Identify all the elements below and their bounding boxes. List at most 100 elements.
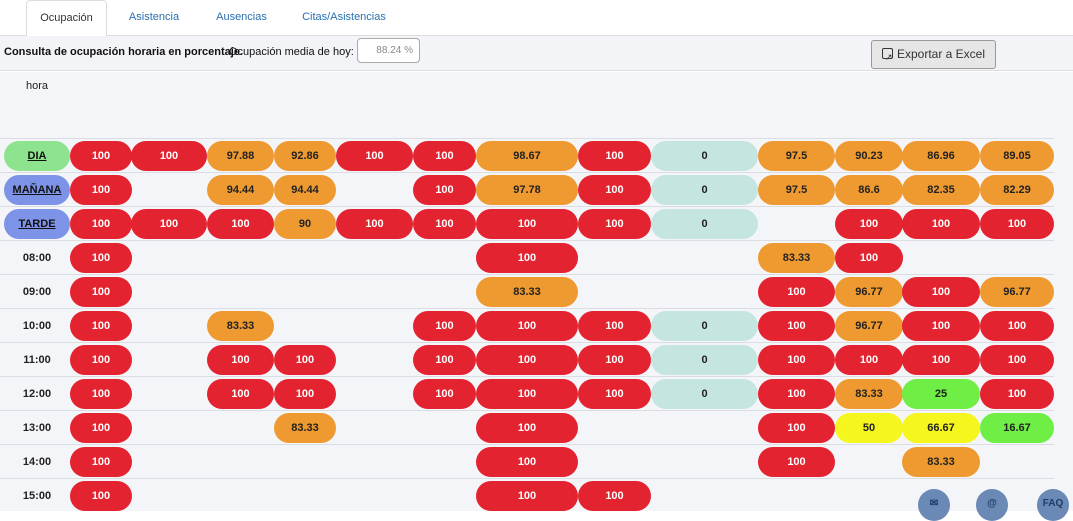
- occupancy-cell[interactable]: 100: [70, 311, 132, 341]
- occupancy-cell[interactable]: 90.23: [835, 141, 903, 171]
- occupancy-cell[interactable]: 100: [336, 141, 413, 171]
- occupancy-cell[interactable]: 94.44: [274, 175, 336, 205]
- occupancy-cell[interactable]: 100: [70, 481, 132, 511]
- occupancy-cell[interactable]: 66.67: [902, 413, 980, 443]
- occupancy-cell[interactable]: 97.78: [476, 175, 578, 205]
- occupancy-cell[interactable]: 86.6: [835, 175, 903, 205]
- occupancy-cell[interactable]: 100: [70, 243, 132, 273]
- occupancy-cell[interactable]: 100: [578, 209, 651, 239]
- tab-ausencias[interactable]: Ausencias: [216, 11, 267, 23]
- occupancy-cell[interactable]: 100: [578, 141, 651, 171]
- avg-occupancy-field[interactable]: 88.24 %: [357, 38, 420, 63]
- occupancy-cell[interactable]: 100: [207, 209, 274, 239]
- occupancy-cell[interactable]: 82.29: [980, 175, 1054, 205]
- occupancy-cell[interactable]: 16.67: [980, 413, 1054, 443]
- occupancy-cell[interactable]: 0: [651, 311, 758, 341]
- occupancy-cell[interactable]: 100: [413, 379, 476, 409]
- occupancy-cell[interactable]: 0: [651, 141, 758, 171]
- occupancy-cell[interactable]: 100: [476, 209, 578, 239]
- occupancy-cell[interactable]: 100: [758, 277, 835, 307]
- occupancy-cell[interactable]: 100: [413, 141, 476, 171]
- occupancy-cell[interactable]: 92.86: [274, 141, 336, 171]
- occupancy-cell[interactable]: 86.96: [902, 141, 980, 171]
- occupancy-cell[interactable]: 97.88: [207, 141, 274, 171]
- occupancy-cell[interactable]: 100: [207, 345, 274, 375]
- occupancy-cell[interactable]: 96.77: [835, 311, 903, 341]
- occupancy-cell[interactable]: 100: [835, 345, 903, 375]
- occupancy-cell[interactable]: 100: [70, 277, 132, 307]
- occupancy-cell[interactable]: 96.77: [980, 277, 1054, 307]
- row-label-link[interactable]: TARDE: [4, 209, 70, 239]
- occupancy-cell[interactable]: 96.77: [835, 277, 903, 307]
- tab-ocupacion[interactable]: Ocupación: [26, 0, 107, 37]
- occupancy-cell[interactable]: 25: [902, 379, 980, 409]
- occupancy-cell[interactable]: 100: [980, 345, 1054, 375]
- export-excel-button[interactable]: Exportar a Excel: [871, 40, 996, 71]
- occupancy-cell[interactable]: 100: [413, 175, 476, 205]
- occupancy-cell[interactable]: 100: [131, 141, 207, 171]
- faq-icon[interactable]: FAQ: [1037, 489, 1069, 521]
- occupancy-cell[interactable]: 100: [476, 243, 578, 273]
- occupancy-cell[interactable]: 100: [835, 209, 903, 239]
- occupancy-cell[interactable]: 0: [651, 379, 758, 409]
- row-label-link[interactable]: MAÑANA: [4, 175, 70, 205]
- occupancy-cell[interactable]: 100: [980, 379, 1054, 409]
- occupancy-cell[interactable]: 97.5: [758, 175, 835, 205]
- occupancy-cell[interactable]: 100: [70, 209, 132, 239]
- occupancy-cell[interactable]: 100: [758, 413, 835, 443]
- occupancy-cell[interactable]: 83.33: [476, 277, 578, 307]
- occupancy-cell[interactable]: 100: [902, 311, 980, 341]
- occupancy-cell[interactable]: 100: [578, 345, 651, 375]
- occupancy-cell[interactable]: 100: [902, 209, 980, 239]
- occupancy-cell[interactable]: 0: [651, 175, 758, 205]
- occupancy-cell[interactable]: 100: [70, 175, 132, 205]
- occupancy-cell[interactable]: 100: [274, 379, 336, 409]
- occupancy-cell[interactable]: 100: [70, 447, 132, 477]
- occupancy-cell[interactable]: 100: [70, 379, 132, 409]
- tab-citas-asistencias[interactable]: Citas/Asistencias: [302, 11, 386, 23]
- occupancy-cell[interactable]: 83.33: [274, 413, 336, 443]
- occupancy-cell[interactable]: 100: [476, 379, 578, 409]
- occupancy-cell[interactable]: 83.33: [758, 243, 835, 273]
- occupancy-cell[interactable]: 100: [336, 209, 413, 239]
- occupancy-cell[interactable]: 100: [476, 345, 578, 375]
- occupancy-cell[interactable]: 90: [274, 209, 336, 239]
- at-icon[interactable]: @: [976, 489, 1008, 521]
- occupancy-cell[interactable]: 89.05: [980, 141, 1054, 171]
- mail-icon[interactable]: ✉: [918, 489, 950, 521]
- occupancy-cell[interactable]: 0: [651, 345, 758, 375]
- occupancy-cell[interactable]: 100: [980, 311, 1054, 341]
- occupancy-cell[interactable]: 100: [758, 379, 835, 409]
- occupancy-cell[interactable]: 94.44: [207, 175, 274, 205]
- occupancy-cell[interactable]: 83.33: [835, 379, 903, 409]
- occupancy-cell[interactable]: 98.67: [476, 141, 578, 171]
- occupancy-cell[interactable]: 100: [902, 277, 980, 307]
- occupancy-cell[interactable]: 100: [578, 481, 651, 511]
- occupancy-cell[interactable]: 97.5: [758, 141, 835, 171]
- occupancy-cell[interactable]: 50: [835, 413, 903, 443]
- occupancy-cell[interactable]: 100: [758, 311, 835, 341]
- tab-asistencia[interactable]: Asistencia: [128, 11, 180, 23]
- occupancy-cell[interactable]: 100: [413, 311, 476, 341]
- occupancy-cell[interactable]: 83.33: [902, 447, 980, 477]
- occupancy-cell[interactable]: 100: [758, 345, 835, 375]
- occupancy-cell[interactable]: 100: [70, 345, 132, 375]
- occupancy-cell[interactable]: 100: [70, 141, 132, 171]
- occupancy-cell[interactable]: 100: [274, 345, 336, 375]
- occupancy-cell[interactable]: 83.33: [207, 311, 274, 341]
- occupancy-cell[interactable]: 100: [413, 345, 476, 375]
- occupancy-cell[interactable]: 100: [413, 209, 476, 239]
- occupancy-cell[interactable]: 100: [476, 447, 578, 477]
- occupancy-cell[interactable]: 100: [207, 379, 274, 409]
- occupancy-cell[interactable]: 100: [578, 311, 651, 341]
- occupancy-cell[interactable]: 100: [835, 243, 903, 273]
- occupancy-cell[interactable]: 100: [902, 345, 980, 375]
- occupancy-cell[interactable]: 100: [578, 379, 651, 409]
- occupancy-cell[interactable]: 0: [651, 209, 758, 239]
- occupancy-cell[interactable]: 100: [980, 209, 1054, 239]
- occupancy-cell[interactable]: 100: [476, 481, 578, 511]
- occupancy-cell[interactable]: 82.35: [902, 175, 980, 205]
- occupancy-cell[interactable]: 100: [70, 413, 132, 443]
- row-label-link[interactable]: DIA: [4, 141, 70, 171]
- occupancy-cell[interactable]: 100: [131, 209, 207, 239]
